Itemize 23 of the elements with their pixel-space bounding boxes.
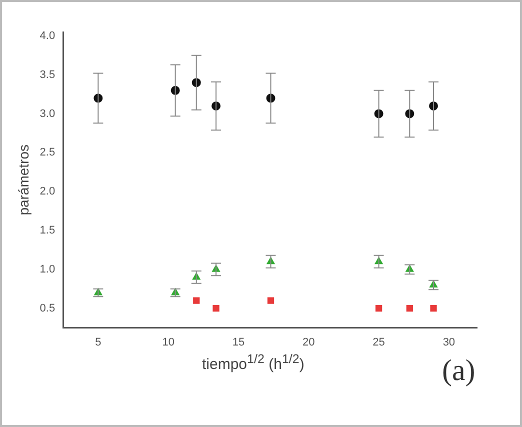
y-tick-label: 3.0 — [40, 108, 56, 120]
x-tick-label: 15 — [232, 336, 245, 348]
point — [406, 305, 413, 312]
point — [212, 305, 220, 312]
text: (a) — [442, 354, 476, 388]
y-tick-label: 2.5 — [40, 146, 56, 159]
x-tick-label: 25 — [372, 336, 385, 348]
x-tick-label: 20 — [302, 336, 315, 348]
point — [375, 305, 382, 312]
y-axis-title: parámetros — [15, 144, 32, 216]
x-tick-label: 10 — [162, 336, 174, 348]
x-axis-title: tiempo$^{1/2}$ (h$^{1/2}$) — [202, 352, 304, 373]
x-tick-label: 30 — [442, 336, 456, 348]
y-tick-label: 0.5 — [40, 302, 56, 314]
point — [267, 297, 274, 304]
y-tick-label: 1.0 — [40, 263, 56, 276]
point — [430, 305, 437, 312]
y-tick-label: 3.5 — [40, 68, 56, 81]
x-tick-label: 5 — [95, 336, 102, 348]
y-tick-label: 4.0 — [40, 30, 56, 42]
y-tick-label: 2.0 — [40, 186, 56, 198]
point — [193, 297, 200, 304]
y-tick-label: 1.5 — [40, 224, 56, 237]
